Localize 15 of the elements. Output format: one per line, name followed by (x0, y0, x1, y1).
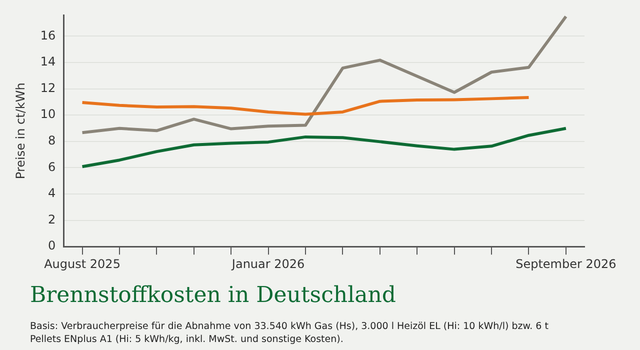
text: Basis: Verbraucherpreise für die Abnahme von 33.540 kWh Gas (Hs), 3.000 l Heizöl EL (Hi: 10 kWh/l) bzw. 6 t Pellets ENplus A1 (Hi: 5 kWh/kg, inkl. MwSt. und sonstige Kosten). (30, 320, 550, 346)
x-tick-label: September 2026 (516, 256, 616, 271)
x-tick-label: August 2025 (44, 256, 120, 271)
y-tick-label: 8 (48, 134, 56, 148)
x-tick-label: Januar 2026 (230, 256, 305, 271)
y-tick-label: 12 (40, 80, 56, 95)
y-tick-label: 10 (40, 107, 56, 122)
y-tick-label: 6 (48, 160, 56, 174)
y-tick-label: 14 (40, 54, 56, 69)
text: Brennstoffkosten in Deutschland (30, 283, 396, 308)
y-tick-label: 4 (48, 186, 56, 200)
y-tick-label: 0 (48, 238, 56, 253)
y-tick-label: 2 (48, 212, 56, 226)
y-axis-title: Preise in ct/kWh (13, 82, 28, 180)
y-tick-label: 16 (40, 28, 56, 42)
